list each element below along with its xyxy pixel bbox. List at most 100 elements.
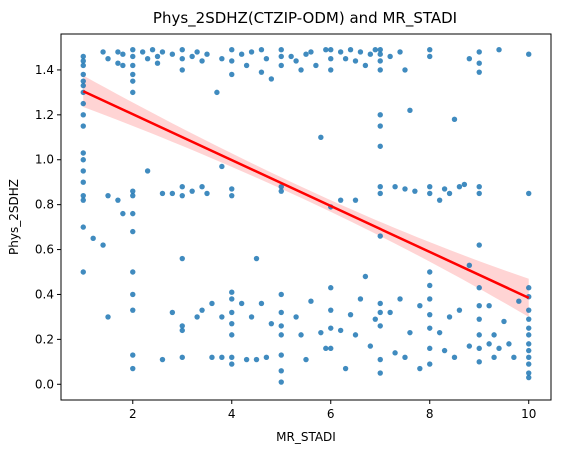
data-point bbox=[402, 354, 408, 361]
data-point bbox=[372, 316, 378, 322]
data-point bbox=[80, 150, 86, 156]
data-point bbox=[387, 53, 393, 60]
data-point bbox=[80, 168, 86, 174]
data-point bbox=[342, 365, 349, 372]
data-point bbox=[80, 192, 86, 199]
data-point bbox=[130, 291, 136, 298]
data-point bbox=[130, 352, 136, 358]
data-point bbox=[526, 354, 532, 361]
data-point bbox=[377, 356, 383, 363]
confidence-band bbox=[83, 75, 529, 317]
data-point bbox=[303, 51, 309, 57]
data-point bbox=[342, 56, 349, 62]
data-point bbox=[229, 361, 235, 367]
data-point bbox=[179, 67, 185, 73]
confidence-band-layer bbox=[83, 75, 529, 317]
data-point bbox=[377, 370, 383, 376]
data-point bbox=[491, 332, 497, 338]
data-point bbox=[496, 345, 502, 352]
data-point bbox=[318, 134, 324, 140]
data-point bbox=[263, 354, 270, 361]
data-point bbox=[199, 183, 205, 190]
data-point bbox=[130, 71, 136, 78]
data-point bbox=[526, 325, 532, 331]
data-point bbox=[377, 51, 383, 57]
y-tick-label: 1.0 bbox=[35, 153, 54, 167]
data-point bbox=[427, 311, 433, 318]
data-point bbox=[298, 67, 304, 73]
data-point bbox=[466, 262, 473, 268]
data-point bbox=[476, 332, 482, 338]
data-point bbox=[456, 307, 463, 313]
data-point bbox=[278, 368, 284, 374]
data-point bbox=[451, 116, 458, 123]
data-point bbox=[466, 56, 473, 62]
data-point bbox=[362, 62, 369, 69]
data-point bbox=[476, 359, 482, 365]
data-point bbox=[159, 356, 166, 363]
data-point bbox=[288, 53, 294, 60]
data-point bbox=[194, 49, 200, 55]
data-point bbox=[209, 300, 215, 307]
data-point bbox=[278, 379, 284, 385]
data-point bbox=[427, 190, 433, 197]
data-point bbox=[328, 285, 334, 291]
x-tick-label: 10 bbox=[521, 407, 536, 421]
data-point bbox=[397, 296, 403, 302]
data-point bbox=[417, 365, 423, 372]
data-point bbox=[214, 89, 220, 96]
data-point bbox=[407, 329, 413, 336]
data-point bbox=[144, 56, 151, 62]
data-point bbox=[80, 179, 86, 185]
data-point bbox=[154, 53, 161, 60]
data-point bbox=[417, 302, 423, 309]
data-point bbox=[219, 314, 225, 320]
data-point bbox=[446, 190, 453, 197]
data-point bbox=[199, 307, 205, 313]
data-point bbox=[526, 332, 532, 338]
data-point bbox=[526, 316, 532, 322]
data-point bbox=[278, 332, 284, 338]
data-point bbox=[219, 354, 225, 361]
data-point bbox=[169, 190, 176, 197]
data-point bbox=[476, 316, 482, 322]
data-point bbox=[120, 210, 126, 217]
data-point bbox=[323, 345, 329, 352]
y-axis-ticks: 0.0 0.2 0.4 0.6 0.8 1.0 1.2 1.4 bbox=[35, 63, 61, 391]
data-point bbox=[144, 168, 151, 174]
data-point bbox=[328, 56, 334, 62]
data-point bbox=[486, 302, 492, 309]
data-point bbox=[427, 361, 433, 367]
data-point bbox=[80, 78, 86, 84]
data-point bbox=[139, 49, 146, 55]
y-tick-label: 0.0 bbox=[35, 377, 54, 391]
data-point bbox=[293, 314, 299, 320]
data-point bbox=[516, 298, 522, 304]
data-point bbox=[268, 76, 275, 82]
x-tick-label: 6 bbox=[327, 407, 335, 421]
y-tick-label: 1.4 bbox=[35, 63, 54, 77]
data-point bbox=[496, 47, 502, 53]
data-point bbox=[466, 343, 473, 349]
data-point bbox=[105, 192, 111, 199]
data-point bbox=[130, 47, 136, 53]
y-tick-label: 0.6 bbox=[35, 243, 54, 257]
data-point bbox=[179, 255, 185, 262]
data-point bbox=[229, 354, 235, 361]
data-point bbox=[427, 282, 433, 289]
data-point bbox=[268, 320, 275, 327]
data-point bbox=[476, 49, 482, 55]
x-tick-label: 8 bbox=[426, 407, 434, 421]
data-point bbox=[412, 188, 418, 194]
data-point bbox=[100, 242, 106, 248]
data-point bbox=[347, 311, 354, 318]
data-point bbox=[392, 350, 398, 356]
data-point bbox=[377, 183, 383, 190]
data-point bbox=[357, 296, 364, 302]
data-point bbox=[328, 307, 334, 313]
data-point bbox=[352, 197, 359, 203]
data-point bbox=[263, 56, 270, 62]
data-point bbox=[377, 300, 383, 307]
data-point bbox=[130, 269, 136, 275]
data-point bbox=[328, 345, 334, 352]
